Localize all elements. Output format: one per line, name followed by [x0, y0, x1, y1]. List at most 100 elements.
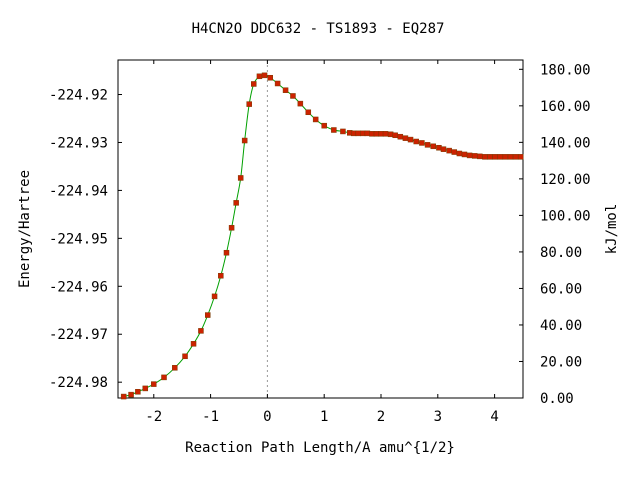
- data-point-9: [198, 328, 204, 334]
- data-point-62: [497, 154, 504, 160]
- data-point-56: [466, 152, 473, 159]
- data-point-12: [218, 272, 224, 279]
- data-point-17: [241, 137, 248, 144]
- data-point-30: [331, 127, 337, 133]
- data-point-22: [267, 74, 273, 81]
- data-point-27: [305, 109, 312, 116]
- data-point-51: [440, 146, 447, 152]
- y2-tick-label-2: 40.00: [540, 318, 582, 334]
- series-points: [120, 72, 524, 400]
- x-tick-label-3: 1: [320, 409, 328, 425]
- data-point-19: [251, 81, 257, 87]
- y-tick-label-3: -224.95: [49, 231, 108, 247]
- chart-title: H4CN2O DDC632 - TS1893 - EQ287: [192, 21, 445, 37]
- data-point-41: [387, 131, 394, 138]
- x-axis: -2 -1 0 1 2 3 4: [145, 60, 499, 425]
- data-point-14: [228, 225, 235, 231]
- y2-tick-label-0: 0.00: [540, 391, 574, 407]
- data-point-42: [392, 132, 398, 139]
- data-point-66: [517, 154, 524, 160]
- data-point-63: [502, 154, 509, 160]
- data-point-36: [364, 130, 371, 137]
- y2-tick-label-4: 80.00: [540, 245, 582, 261]
- y-tick-label-2: -224.94: [49, 183, 108, 199]
- y-tick-label-5: -224.97: [49, 327, 108, 343]
- y-tick-label-6: -224.98: [49, 375, 108, 391]
- data-point-5: [161, 374, 167, 381]
- data-point-50: [436, 144, 442, 151]
- data-point-55: [461, 151, 468, 158]
- data-point-18: [246, 101, 252, 107]
- y2-tick-label-7: 140.00: [540, 135, 591, 151]
- data-point-35: [360, 130, 366, 137]
- data-point-59: [482, 154, 488, 160]
- data-point-8: [190, 341, 197, 347]
- data-point-60: [487, 154, 493, 160]
- data-point-23: [274, 80, 281, 87]
- data-point-49: [430, 143, 436, 150]
- y-tick-label-1: -224.93: [49, 135, 108, 151]
- data-point-57: [471, 153, 478, 159]
- data-point-52: [446, 147, 452, 154]
- data-point-25: [290, 93, 296, 99]
- data-point-54: [456, 150, 463, 157]
- data-point-2: [135, 389, 141, 395]
- data-point-10: [205, 312, 211, 318]
- y2-tick-label-1: 20.00: [540, 354, 582, 370]
- data-point-28: [312, 116, 319, 123]
- data-point-20: [256, 73, 263, 80]
- y2-tick-label-3: 60.00: [540, 281, 582, 297]
- data-point-45: [407, 136, 414, 143]
- x-tick-label-5: 3: [434, 409, 442, 425]
- x-tick-label-4: 2: [377, 409, 385, 425]
- data-point-46: [413, 138, 419, 145]
- data-point-34: [355, 130, 362, 137]
- data-point-58: [477, 153, 483, 160]
- data-point-6: [172, 365, 178, 371]
- data-point-15: [233, 200, 239, 206]
- y2-tick-label-6: 120.00: [540, 172, 591, 188]
- x-tick-label-6: 4: [490, 409, 498, 425]
- y-axis-left: -224.92 -224.93 -224.94 -224.95 -224.96 -224.…: [49, 88, 122, 391]
- data-point-4: [151, 381, 157, 387]
- x-axis-label: Reaction Path Length/A amu^{1/2}: [185, 440, 455, 456]
- y2-tick-label-9: 180.00: [540, 62, 591, 78]
- data-point-0: [120, 393, 127, 400]
- y-tick-label-4: -224.96: [49, 279, 108, 295]
- data-point-47: [419, 140, 425, 146]
- data-point-37: [369, 131, 375, 137]
- data-point-65: [512, 154, 519, 160]
- data-point-38: [373, 131, 380, 137]
- data-point-31: [340, 128, 346, 135]
- data-point-39: [378, 131, 384, 137]
- y2-tick-label-5: 100.00: [540, 208, 591, 224]
- data-point-53: [451, 149, 458, 155]
- data-point-43: [397, 133, 404, 140]
- data-point-24: [282, 87, 289, 93]
- y2-axis-label: kJ/mol: [604, 204, 620, 255]
- data-point-48: [424, 142, 431, 148]
- y2-tick-label-8: 160.00: [540, 99, 591, 115]
- data-point-16: [237, 175, 244, 181]
- data-point-26: [297, 100, 304, 107]
- data-point-11: [211, 293, 218, 300]
- data-point-21: [261, 72, 268, 79]
- x-tick-label-1: -1: [202, 409, 219, 425]
- y-axis-label: Energy/Hartree: [17, 170, 33, 288]
- data-point-29: [321, 122, 327, 129]
- data-point-61: [492, 154, 498, 160]
- data-point-3: [142, 385, 149, 392]
- data-point-13: [223, 249, 230, 256]
- data-point-44: [402, 135, 409, 141]
- plot-frame: [117, 59, 524, 399]
- data-point-40: [382, 131, 389, 137]
- data-point-33: [350, 130, 357, 137]
- data-point-1: [128, 391, 134, 398]
- x-tick-label-2: 0: [263, 409, 271, 425]
- x-tick-label-0: -2: [145, 409, 162, 425]
- data-point-64: [507, 154, 514, 160]
- y-tick-label-0: -224.92: [49, 88, 108, 104]
- y-axis-right: 0.00 20.00 40.00 60.00 80.00 100.00 120.00 140.…: [519, 62, 591, 407]
- data-point-7: [182, 353, 188, 360]
